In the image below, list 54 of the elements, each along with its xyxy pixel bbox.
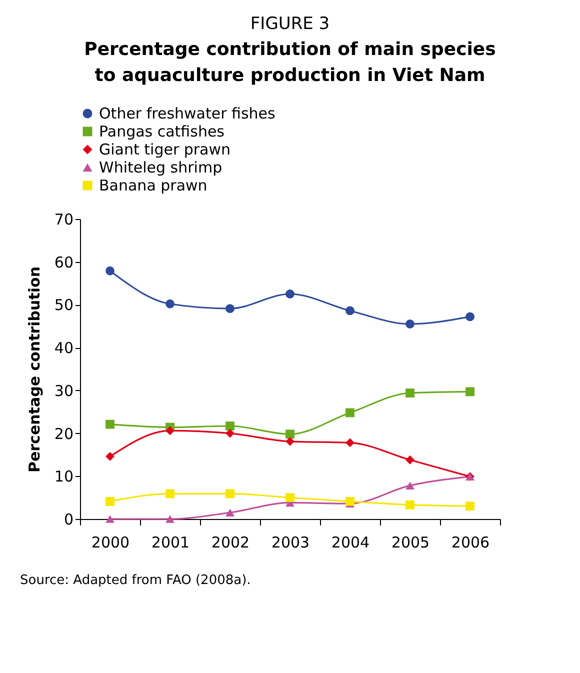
y-tick-label: 40 (54, 339, 74, 358)
y-tick-label: 50 (54, 296, 74, 314)
point (106, 266, 114, 276)
legend-label: Giant tiger prawn (99, 140, 231, 158)
point (346, 438, 354, 448)
point (466, 312, 474, 322)
y-tick-label: 70 (54, 210, 74, 228)
x-tick-label: 2004 (331, 534, 370, 552)
x-tick-label: 2001 (151, 534, 190, 552)
point (166, 426, 174, 436)
x-tick-label: 2005 (391, 534, 430, 552)
point (406, 320, 414, 328)
source-note: Source: Adapted from FAO (2008a). (20, 573, 251, 588)
point (226, 428, 234, 438)
x-tick-label: 2002 (211, 534, 250, 552)
y-tick-label: 20 (54, 424, 74, 443)
point (406, 482, 414, 490)
point (406, 500, 414, 510)
legend-label: Pangas catfishes (99, 122, 225, 140)
legend-label: Banana prawn (99, 176, 208, 194)
y-tick-label: 30 (54, 382, 74, 400)
point (406, 455, 414, 464)
x-tick-label: 2006 (451, 534, 490, 552)
point (466, 502, 474, 511)
point (286, 436, 294, 446)
legend-label: Whiteleg shrimp (99, 158, 222, 176)
chart-title: Percentage contribution of main species to aquaculture production in Viet Nam (84, 39, 496, 86)
point (346, 496, 354, 506)
point (226, 304, 234, 314)
point (106, 452, 114, 461)
point (166, 489, 174, 498)
point (166, 515, 174, 523)
point (346, 408, 354, 418)
point (226, 489, 234, 498)
point (466, 387, 474, 396)
point (226, 508, 234, 516)
y-axis-title: Percentage contribution (25, 266, 44, 473)
point (406, 388, 414, 398)
y-tick-label: 60 (54, 253, 74, 272)
point (286, 430, 294, 439)
point (106, 515, 114, 523)
point (226, 422, 234, 430)
point (286, 493, 294, 502)
point (106, 496, 114, 506)
legend-label: Other freshwater fishes (99, 104, 276, 122)
y-tick-label: 0 (64, 510, 74, 528)
x-tick-label: 2000 (91, 534, 130, 552)
x-tick-label: 2003 (271, 534, 310, 552)
point (106, 420, 114, 429)
y-tick-label: 10 (54, 468, 74, 486)
point (166, 299, 174, 308)
point (346, 306, 354, 316)
chart-subtitle: FIGURE 3 (250, 14, 330, 34)
point (286, 290, 294, 298)
